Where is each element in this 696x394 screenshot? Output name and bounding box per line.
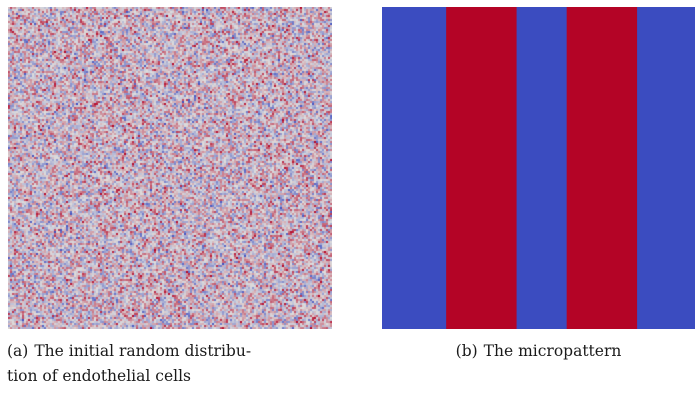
caption-a-line1: (a) The initial random distribu- [7, 339, 342, 364]
stripe-blue-1 [382, 7, 447, 329]
random-distribution-heatmap [8, 7, 332, 329]
micropattern-image [382, 7, 696, 329]
stripe-blue-5 [637, 7, 696, 329]
caption-a: (a) The initial random distribu- tion of … [7, 339, 342, 389]
caption-a-text-line1: The initial random distribu- [34, 342, 252, 360]
caption-b: (b) The micropattern [382, 339, 695, 364]
caption-b-text: The micropattern [483, 342, 622, 360]
stripe-red-2 [446, 7, 518, 329]
caption-a-line2: tion of endothelial cells [7, 367, 191, 385]
random-distribution-canvas [8, 7, 332, 329]
caption-b-label: (b) [455, 342, 478, 360]
stripe-red-4 [566, 7, 638, 329]
stripe-blue-3 [516, 7, 568, 329]
micropattern-svg [382, 7, 696, 329]
caption-a-label: (a) [7, 342, 29, 360]
